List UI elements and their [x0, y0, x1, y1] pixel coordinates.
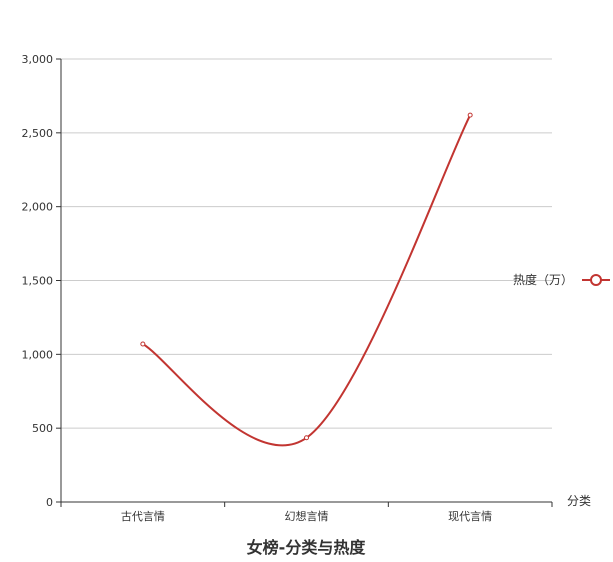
x-tick-label: 幻想言情	[285, 509, 329, 523]
data-point[interactable]	[467, 112, 473, 118]
x-tick-label: 现代言情	[448, 510, 492, 523]
x-axis: 古代言情 幻想言情 现代言情	[60, 501, 553, 523]
x-tick-label: 古代言情	[121, 510, 165, 523]
y-tick-label: 3,000	[22, 53, 54, 66]
legend-circle-marker	[590, 274, 602, 286]
x-axis-name: 分类	[567, 494, 591, 508]
y-tick-label: 2,500	[22, 127, 54, 140]
grid-lines	[61, 58, 552, 429]
data-point[interactable]	[304, 435, 309, 441]
chart-title: 女榜-分类与热度	[247, 538, 367, 557]
data-point[interactable]	[140, 341, 146, 347]
y-axis: 0 500 1,000 1,500 2,000 2,500 3,000	[22, 53, 62, 509]
y-tick-label: 1,500	[22, 275, 54, 288]
y-tick-label: 2,000	[22, 201, 54, 214]
legend-label[interactable]: 热度（万）	[513, 272, 573, 287]
legend[interactable]: 热度（万）	[513, 272, 610, 287]
series-line	[142, 114, 472, 447]
y-tick-label: 0	[46, 496, 53, 509]
series-layer	[140, 112, 473, 447]
y-tick-label: 1,000	[22, 348, 54, 361]
y-tick-label: 500	[32, 422, 53, 435]
